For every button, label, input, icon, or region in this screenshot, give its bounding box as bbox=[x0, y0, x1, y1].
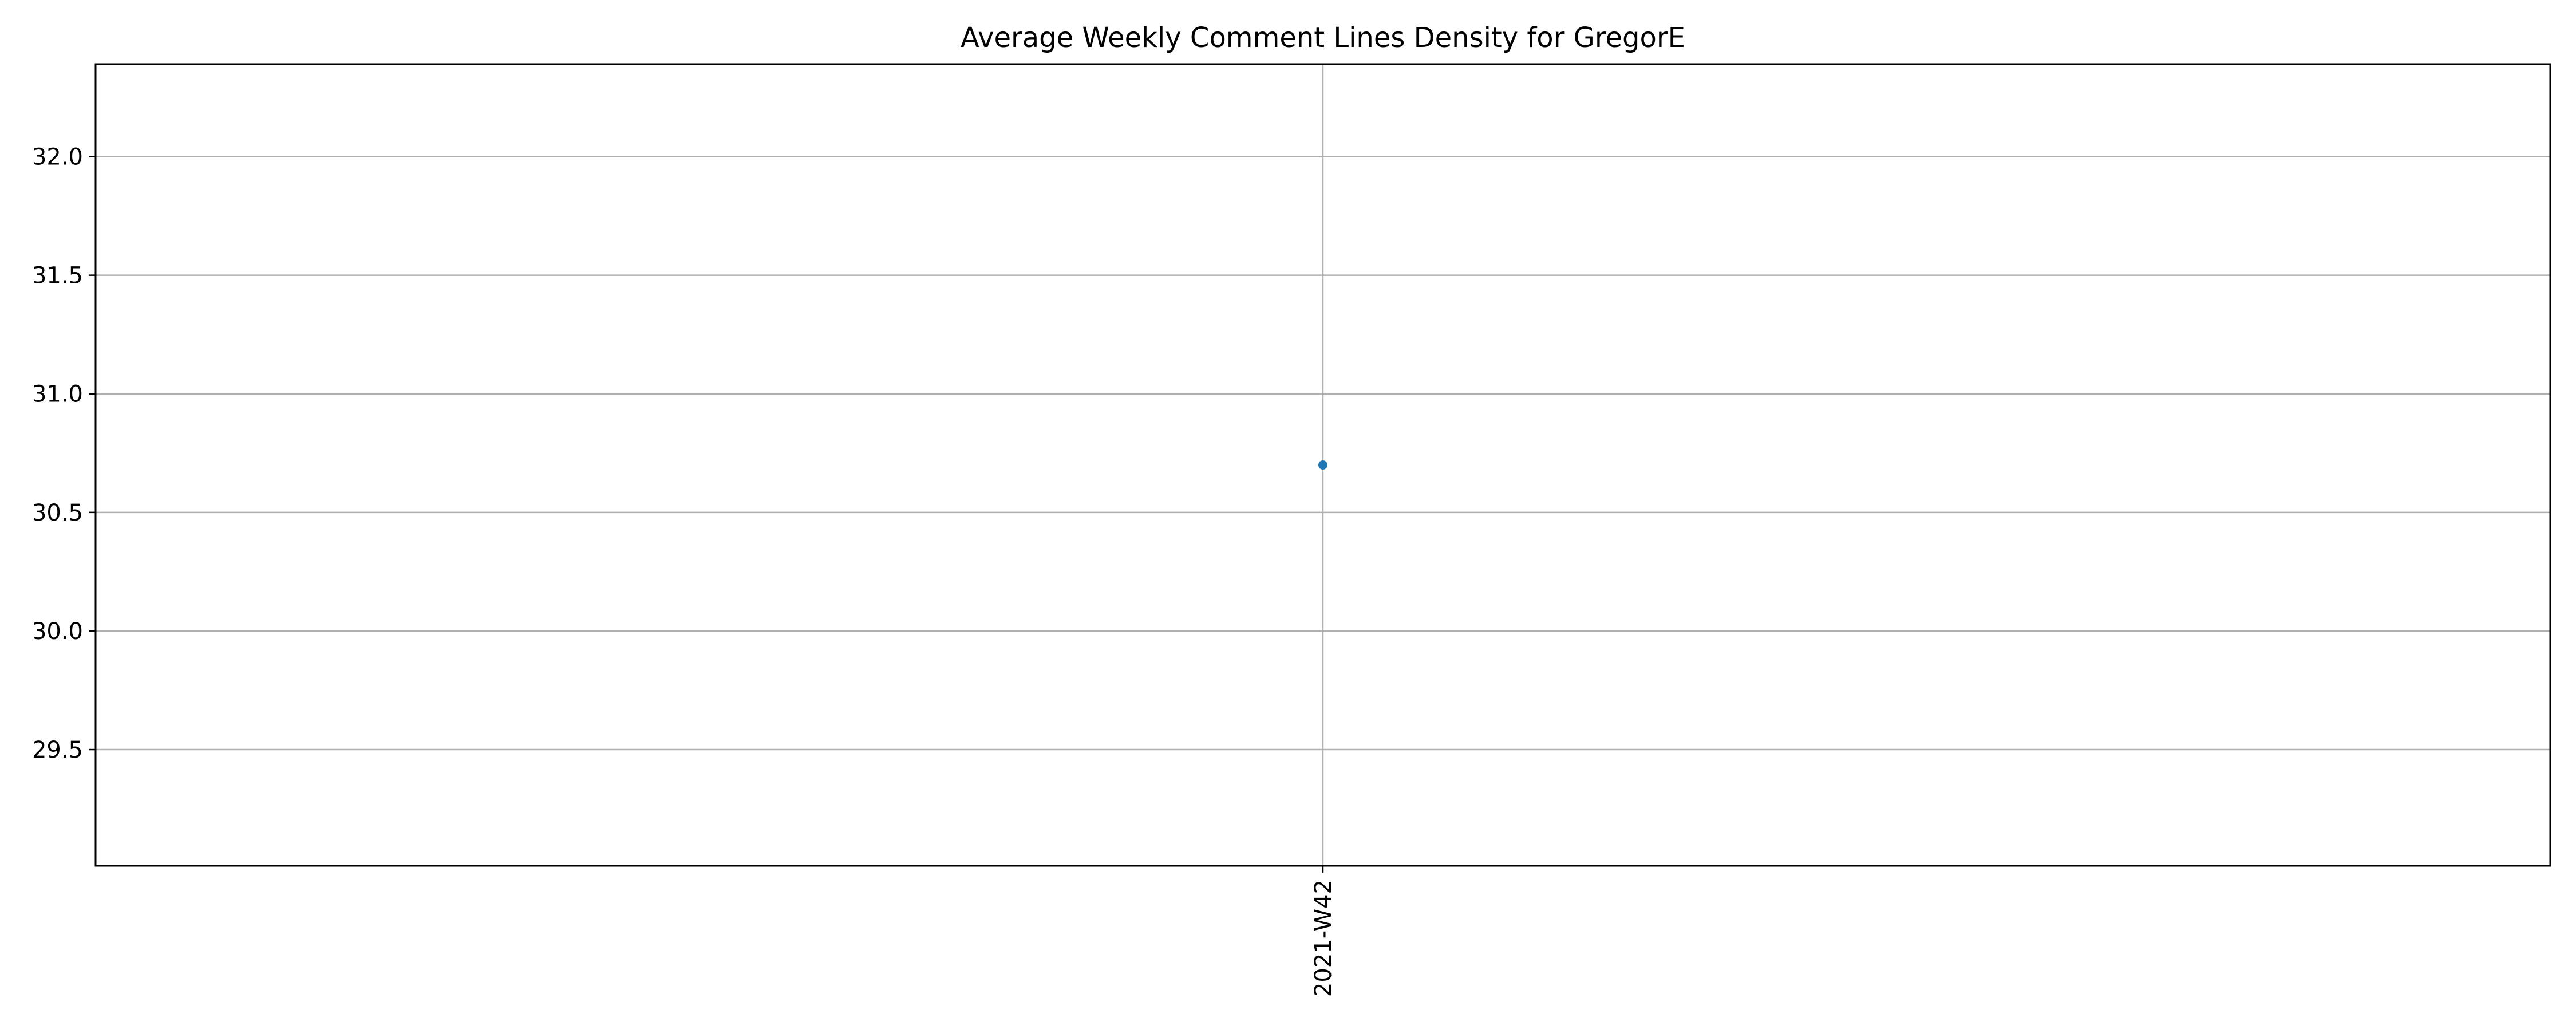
ticks-layer: 29.5 30.0 30.5 31.0 31.5 32.0 2021-W42 bbox=[32, 144, 1337, 997]
y-tick-label: 29.5 bbox=[32, 737, 83, 763]
chart-title: Average Weekly Comment Lines Density for… bbox=[961, 22, 1685, 54]
y-tick-label: 31.0 bbox=[32, 381, 83, 408]
marks-layer bbox=[1318, 460, 1327, 470]
data-point bbox=[1318, 460, 1327, 470]
grid-layer bbox=[96, 64, 2550, 866]
y-tick-label: 30.0 bbox=[32, 618, 83, 645]
y-tick-label: 31.5 bbox=[32, 263, 83, 289]
y-tick-label: 30.5 bbox=[32, 500, 83, 526]
y-tick-label: 32.0 bbox=[32, 144, 83, 171]
x-tick-label: 2021-W42 bbox=[1310, 880, 1337, 997]
